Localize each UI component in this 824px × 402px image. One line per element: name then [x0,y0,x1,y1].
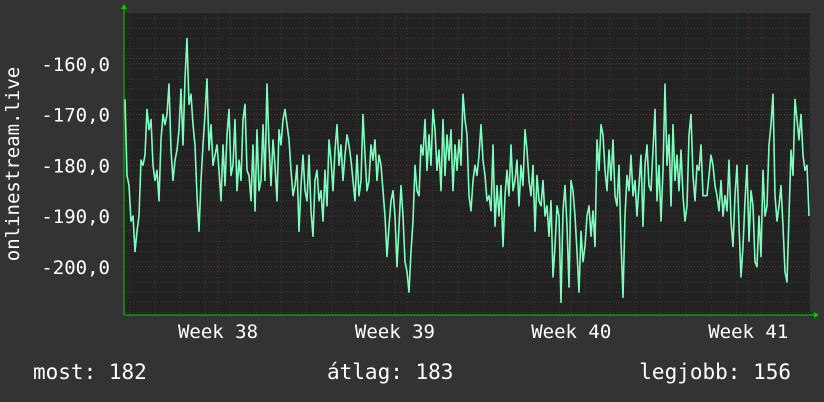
x-tick-label: Week 39 [355,321,435,343]
x-axis-arrow [814,312,819,318]
series [124,37,810,304]
x-tick-labels: Week 38 Week 39 Week 40 Week 41 [178,321,788,343]
x-tick-label: Week 40 [531,321,611,343]
series-line [124,37,810,304]
y-tick-label: -170,0 [41,105,110,127]
axes [121,4,819,318]
y-tick-label: -160,0 [41,54,110,76]
y-tick-label: -200,0 [41,257,110,279]
y-axis-label: onlinestream.live [2,67,24,261]
x-tick-label: Week 38 [178,321,258,343]
y-tick-labels: -160,0 -170,0 -180,0 -190,0 -200,0 [41,54,110,279]
y-tick-label: -180,0 [41,155,110,177]
y-axis-arrow [121,4,127,9]
y-tick-label: -190,0 [41,206,110,228]
footer-best: legjobb: 156 [639,360,791,384]
x-tick-label: Week 41 [708,321,788,343]
footer-average: átlag: 183 [327,360,454,384]
footer-current: most: 182 [33,360,147,384]
